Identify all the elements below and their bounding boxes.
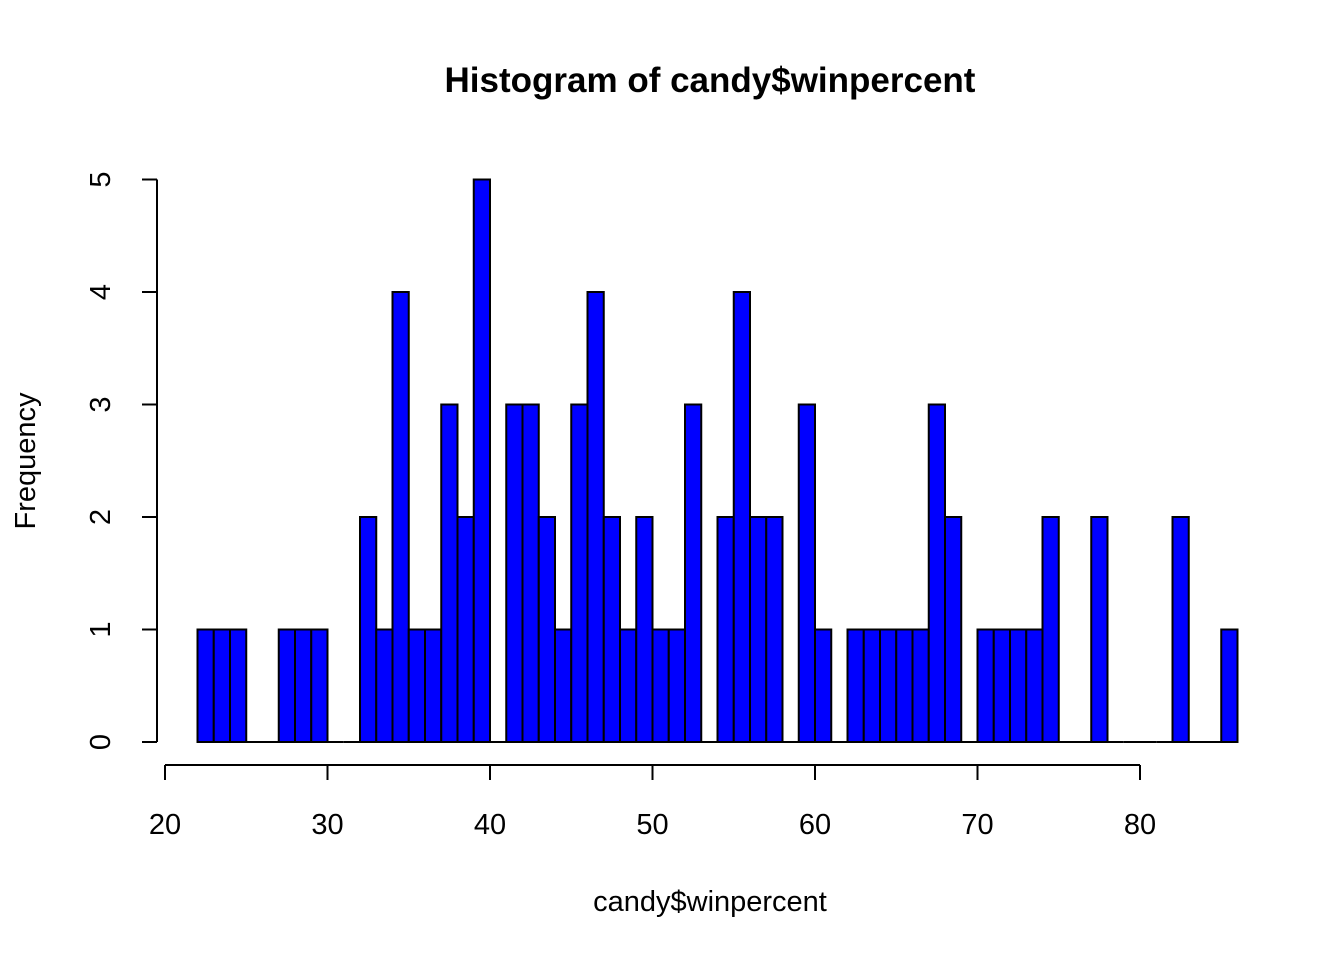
histogram-bar [895, 628, 914, 743]
histogram-bar [521, 403, 540, 743]
histogram-bar [407, 628, 426, 743]
histogram-bar [602, 516, 621, 743]
histogram-bar [472, 178, 491, 743]
histogram-bar [424, 628, 443, 743]
histogram-bar [732, 291, 751, 743]
histogram-bar [196, 628, 215, 743]
histogram-bar [879, 628, 898, 743]
histogram-bar [1025, 628, 1044, 743]
histogram-bar [749, 516, 768, 743]
histogram-bar [619, 628, 638, 743]
histogram-bar [229, 628, 248, 743]
x-tick-label: 50 [636, 809, 668, 841]
histogram-bar [537, 516, 556, 743]
histogram-bar [391, 291, 410, 743]
histogram-bar [814, 628, 833, 743]
histogram-bar [1171, 516, 1190, 743]
histogram-bar [797, 403, 816, 743]
histogram-bar [862, 628, 881, 743]
y-tick-label: 0 [85, 734, 117, 750]
histogram-bar [554, 628, 573, 743]
histogram-bar [456, 516, 475, 743]
y-tick-label: 4 [85, 284, 117, 300]
y-axis-label: Frequency [10, 392, 42, 530]
histogram-bar [1041, 516, 1060, 743]
histogram-bar [586, 291, 605, 743]
chart-title: Histogram of candy$winpercent [445, 61, 976, 100]
histogram-bar [976, 628, 995, 743]
x-tick-label: 20 [149, 809, 181, 841]
x-tick-label: 60 [799, 809, 831, 841]
x-tick-label: 40 [474, 809, 506, 841]
y-tick-label: 1 [85, 621, 117, 637]
y-axis: 0 1 2 3 4 5 [85, 171, 158, 750]
histogram-bar [440, 403, 459, 743]
histogram-bar [359, 516, 378, 743]
x-axis-label: candy$winpercent [593, 886, 827, 918]
x-tick-label: 70 [961, 809, 993, 841]
histogram-bar [277, 628, 296, 743]
histogram-bar [911, 628, 930, 743]
y-tick-label: 2 [85, 509, 117, 525]
x-tick-label: 80 [1124, 809, 1156, 841]
histogram-bar [635, 516, 654, 743]
histogram-bar [992, 628, 1011, 743]
y-tick-label: 5 [85, 171, 117, 187]
histogram-bar [846, 628, 865, 743]
bars-group [196, 178, 1239, 743]
histogram-bar [667, 628, 686, 743]
histogram-bar [212, 628, 231, 743]
x-tick-label: 30 [311, 809, 343, 841]
histogram-bar [570, 403, 589, 743]
histogram-bar [716, 516, 735, 743]
histogram-bar [1220, 628, 1239, 743]
histogram-bar [1009, 628, 1028, 743]
histogram-bar [375, 628, 394, 743]
y-tick-label: 3 [85, 396, 117, 412]
histogram-bar [294, 628, 313, 743]
histogram-bar [1090, 516, 1109, 743]
histogram-bar [310, 628, 329, 743]
histogram-bar [927, 403, 946, 743]
histogram-bar [684, 403, 703, 743]
histogram-bar [651, 628, 670, 743]
histogram-bar [944, 516, 963, 743]
histogram-bar [765, 516, 784, 743]
histogram-bar [505, 403, 524, 743]
x-axis: 20 30 40 50 60 70 80 [149, 764, 1156, 841]
